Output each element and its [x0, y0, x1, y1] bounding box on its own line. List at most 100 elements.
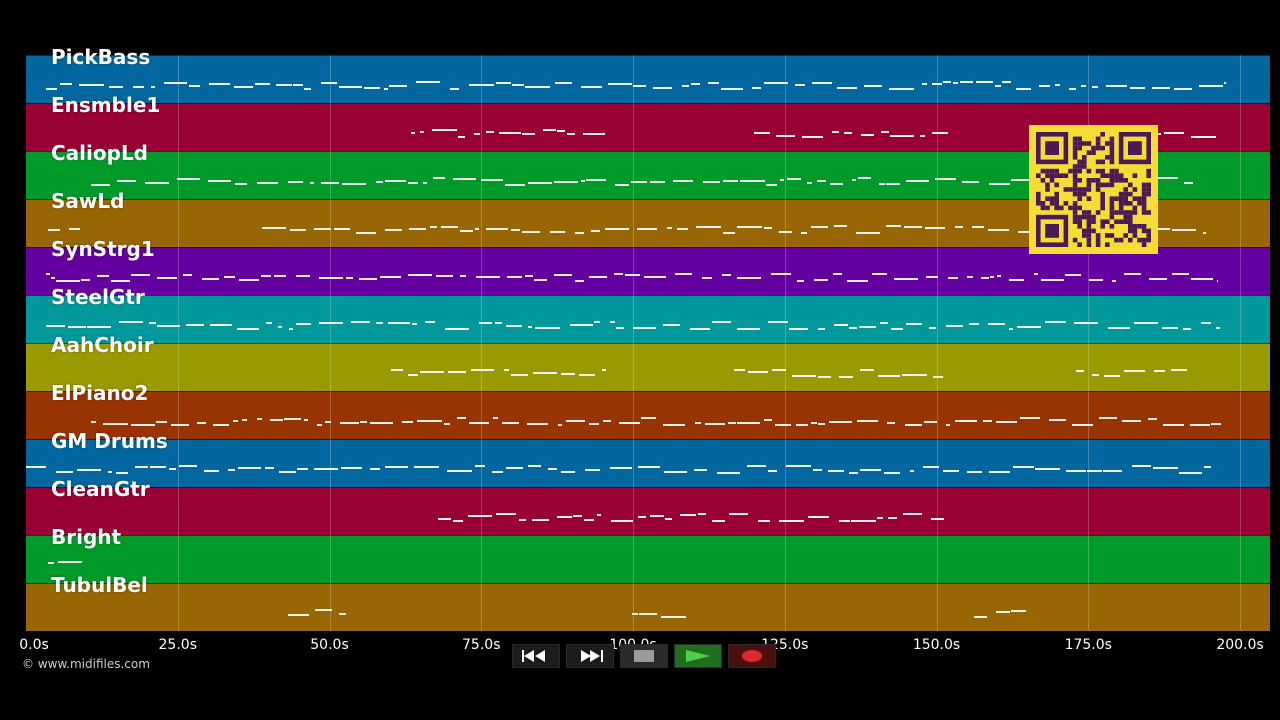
midi-note [504, 369, 509, 371]
midi-note [438, 518, 451, 520]
midi-note [1002, 81, 1011, 83]
midi-note [616, 327, 624, 329]
midi-note [474, 133, 480, 135]
midi-note [877, 517, 883, 519]
midi-note [1124, 273, 1141, 275]
midi-note [1013, 466, 1034, 468]
midi-note [321, 82, 337, 84]
midi-note [135, 466, 148, 468]
midi-note [533, 372, 557, 374]
midi-note [637, 228, 657, 230]
midi-note [837, 87, 857, 89]
midi-note [1112, 280, 1116, 282]
midi-note [1216, 327, 1220, 329]
midi-note [370, 468, 380, 470]
midi-note [849, 327, 857, 329]
midi-note [496, 513, 516, 515]
midi-note [1130, 87, 1145, 89]
midi-note [189, 85, 200, 87]
midi-note [469, 422, 489, 424]
midi-note [276, 84, 292, 86]
midi-note [955, 226, 963, 228]
midi-note [924, 421, 937, 423]
midi-note [764, 82, 788, 84]
midi-note [1017, 326, 1041, 328]
stop-button[interactable] [620, 644, 668, 668]
midi-note [839, 376, 853, 378]
midi-note [566, 420, 585, 422]
midi-note [856, 232, 880, 234]
midi-note [891, 328, 903, 330]
midi-note [1154, 370, 1165, 372]
midi-note [923, 466, 939, 468]
midi-note [408, 274, 432, 276]
time-tick-label: 0.0s [19, 637, 49, 653]
midi-note [179, 465, 197, 467]
midi-note [633, 85, 646, 87]
midi-note [262, 227, 286, 229]
midi-note [729, 513, 748, 515]
midi-note [579, 374, 595, 376]
midi-note [828, 470, 844, 472]
stop-icon [634, 650, 654, 662]
midi-note [150, 466, 166, 468]
midi-note [388, 322, 410, 324]
midi-note [614, 273, 623, 275]
midi-note [677, 228, 688, 230]
midi-note [1163, 424, 1184, 426]
midi-note [976, 81, 993, 83]
fast-forward-button[interactable] [566, 644, 614, 668]
midi-note [981, 277, 989, 279]
midi-note [680, 514, 696, 516]
midi-note [1009, 328, 1013, 330]
midi-note [878, 375, 900, 377]
midi-note [108, 471, 112, 473]
midi-note [839, 520, 850, 522]
midi-note [265, 467, 274, 469]
midi-note [967, 471, 982, 473]
grid-line [329, 55, 331, 631]
midi-note [931, 518, 944, 520]
midi-note [1106, 85, 1127, 87]
midi-note [385, 229, 402, 231]
midi-note [811, 422, 817, 424]
midi-note [91, 184, 110, 186]
midi-note [471, 369, 494, 371]
midi-note [902, 374, 927, 376]
midi-note [304, 88, 311, 90]
midi-note [131, 424, 155, 426]
track-label: TubulBel [51, 573, 148, 597]
midi-note [787, 178, 801, 180]
midi-note [814, 279, 828, 281]
midi-note [356, 232, 376, 234]
midi-note [728, 422, 736, 424]
midi-note [1039, 85, 1050, 87]
midi-note [591, 230, 600, 232]
midi-note [554, 274, 572, 276]
midi-note [156, 421, 167, 423]
midi-note [51, 277, 55, 279]
midi-note [444, 423, 450, 425]
midi-note [575, 280, 584, 282]
midi-note [818, 328, 825, 330]
record-icon [742, 650, 762, 662]
midi-note [492, 471, 503, 473]
midi-note [46, 88, 57, 90]
midi-note [904, 226, 922, 228]
midi-note [667, 227, 672, 229]
midi-note [967, 276, 973, 278]
midi-note [460, 275, 466, 277]
midi-note [157, 277, 177, 279]
midi-note [768, 470, 777, 472]
midi-note [481, 179, 503, 181]
midi-note [812, 82, 832, 84]
play-button[interactable] [674, 644, 722, 668]
midi-note [87, 326, 111, 328]
midi-note [766, 184, 777, 186]
record-button[interactable] [728, 644, 776, 668]
midi-note [288, 181, 303, 183]
midi-note [81, 279, 90, 281]
rewind-button[interactable] [512, 644, 560, 668]
midi-note [469, 84, 494, 86]
midi-note [889, 88, 914, 90]
